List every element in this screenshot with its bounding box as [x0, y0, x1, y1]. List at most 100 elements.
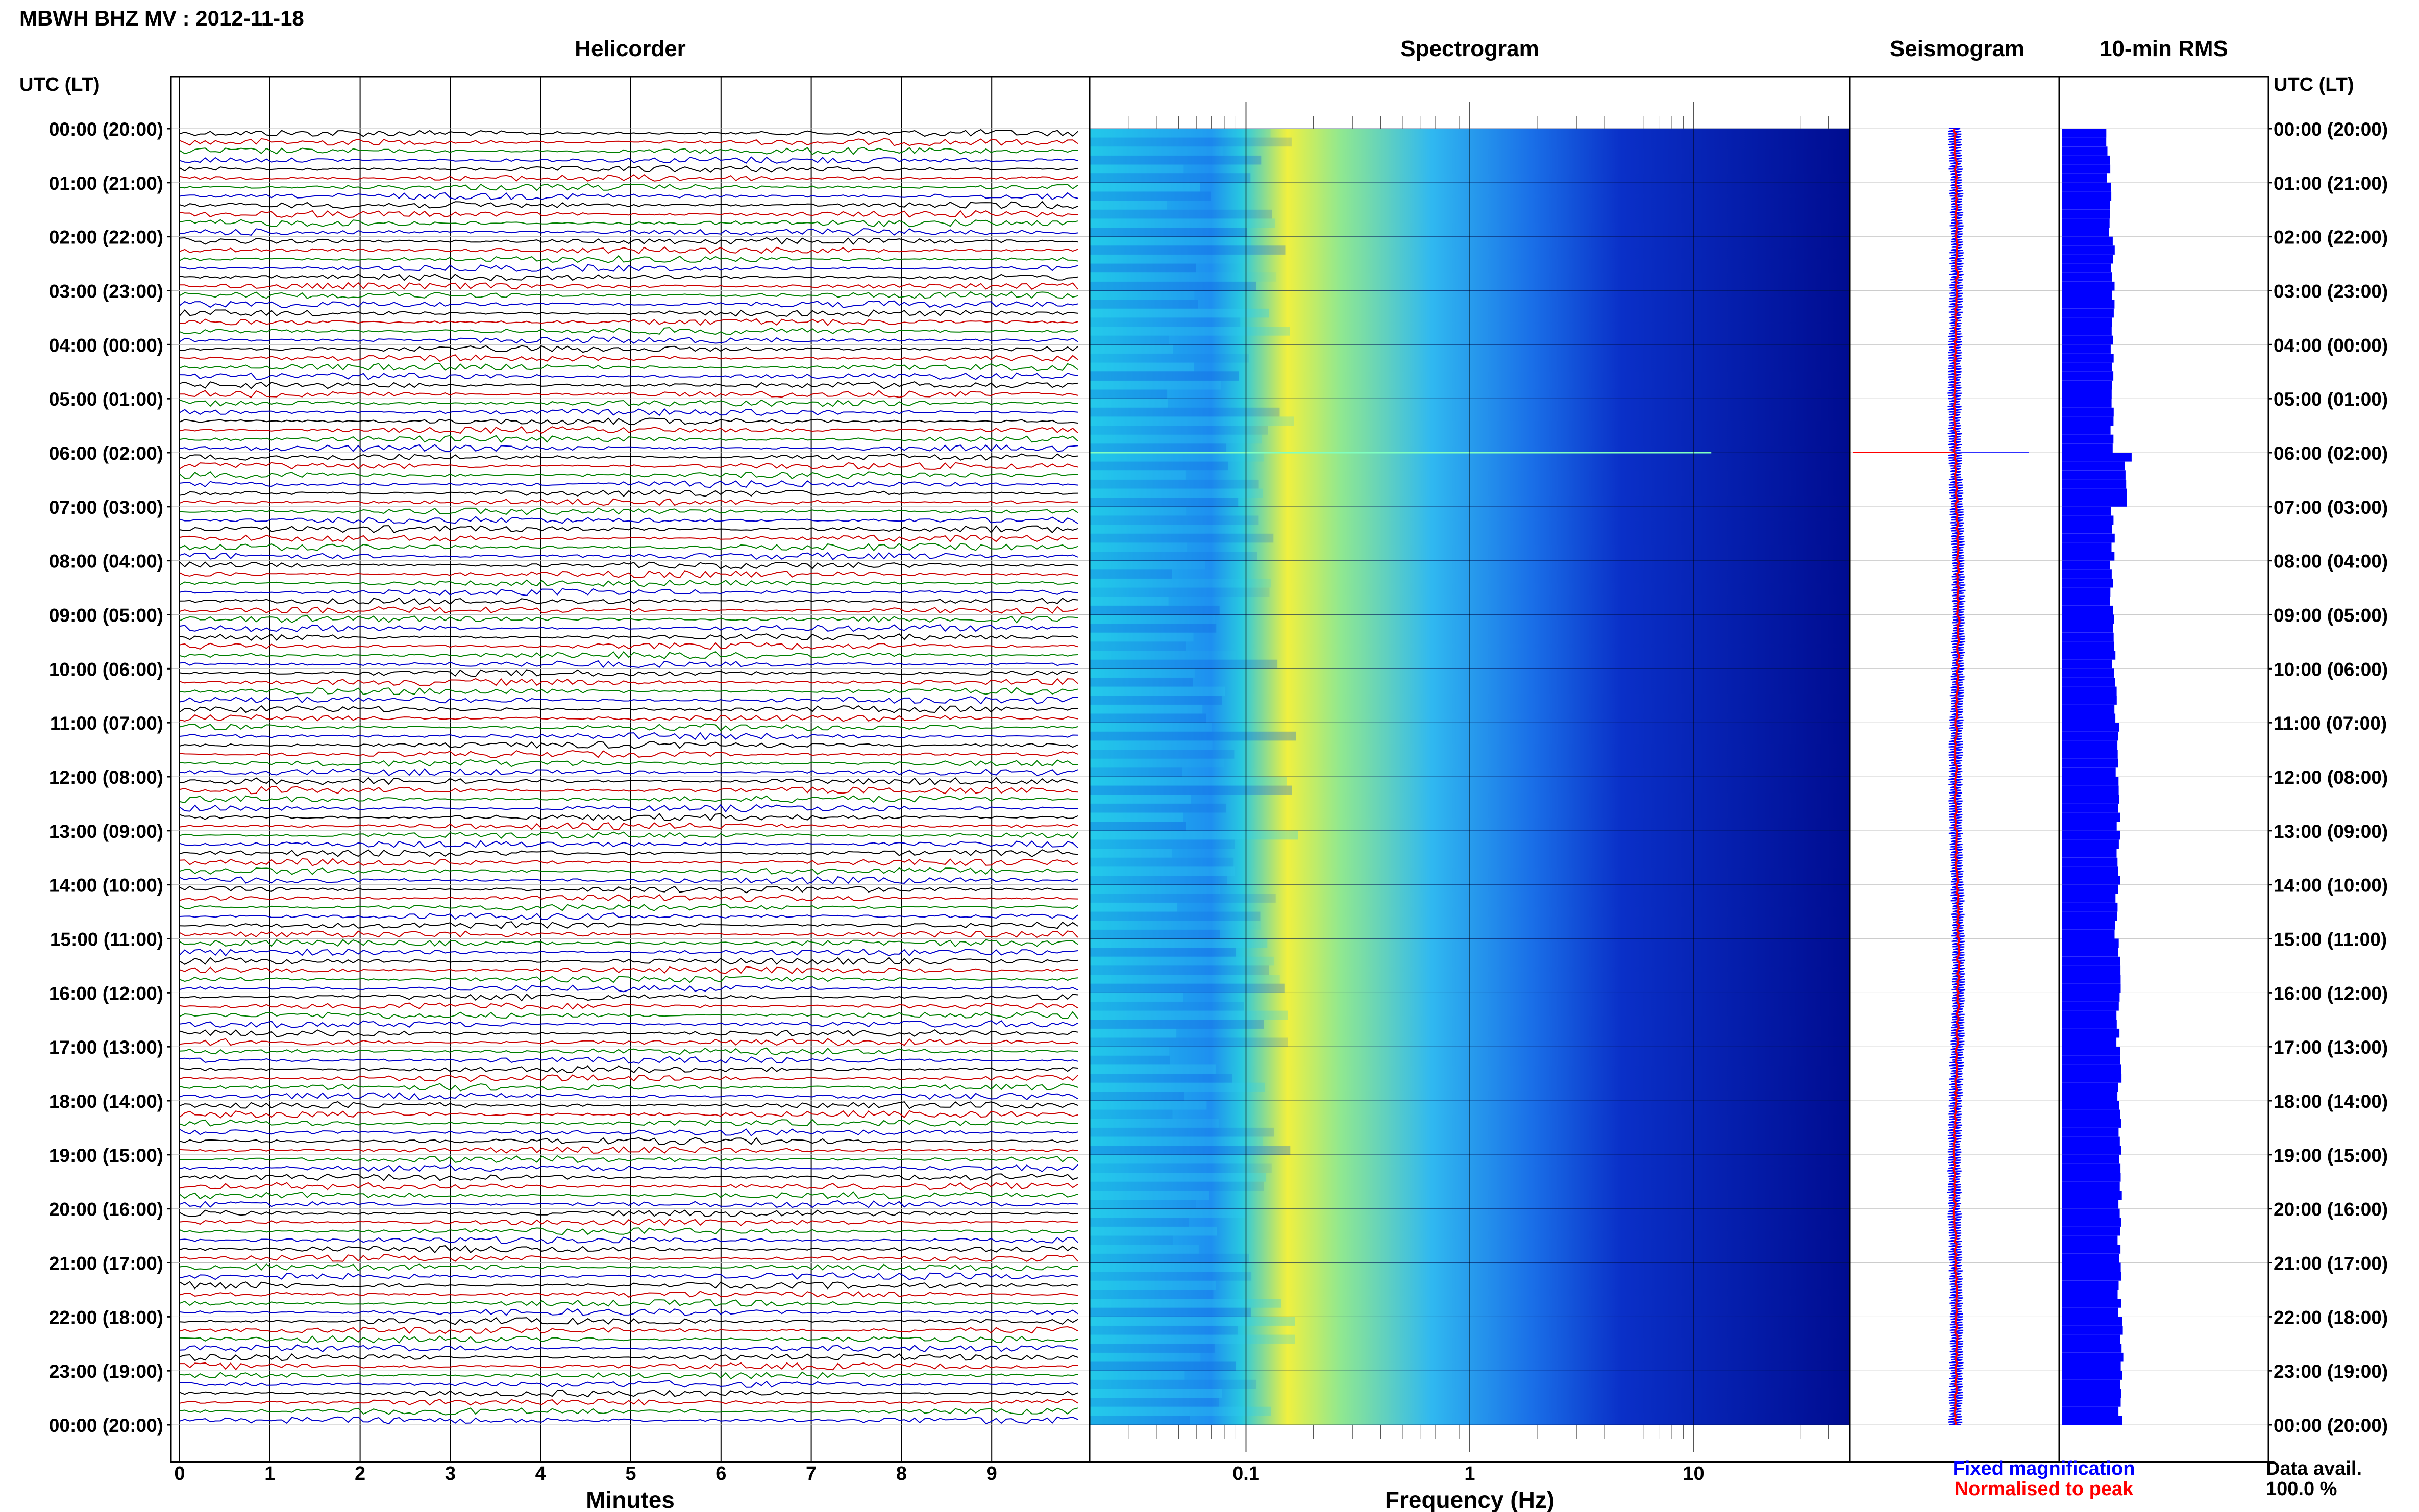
helicorder-trace	[179, 399, 1078, 407]
right-time-tick-label: 22:00 (18:00)	[2274, 1307, 2388, 1328]
left-time-tick-label: 20:00 (16:00)	[49, 1199, 163, 1220]
helicorder-trace	[179, 408, 1078, 416]
rms-bar	[2062, 866, 2118, 876]
helicorder-trace	[179, 588, 1078, 596]
spectrogram-band	[1090, 938, 1268, 948]
right-time-tick-label: 10:00 (06:00)	[2274, 659, 2388, 680]
rms-bar	[2062, 849, 2117, 858]
helicorder-trace	[179, 1399, 1078, 1406]
spectrogram-band	[1090, 1290, 1214, 1299]
helicorder-trace	[179, 1038, 1078, 1046]
rms-bar	[2062, 1361, 2121, 1371]
spectrogram-band	[1090, 587, 1270, 597]
helicorder-trace	[179, 1164, 1078, 1173]
helicorder-trace	[179, 759, 1078, 767]
rms-bar	[2062, 1092, 2118, 1101]
spectrogram-band	[1090, 191, 1211, 201]
rms-bar	[2062, 1218, 2121, 1227]
spectrogram-x-label: Frequency (Hz)	[1385, 1486, 1554, 1512]
spectrogram-band	[1090, 876, 1227, 885]
helicorder-trace	[179, 939, 1078, 948]
helicorder-trace	[179, 1236, 1078, 1244]
rms-bar	[2062, 1272, 2121, 1281]
rms-bar	[2062, 1191, 2122, 1200]
helicorder-trace	[179, 741, 1078, 749]
rms-bar	[2062, 686, 2117, 696]
spectrogram-band	[1090, 228, 1247, 237]
spectrogram-band	[1090, 1146, 1291, 1155]
rms-bar	[2062, 470, 2126, 480]
rms-bar	[2062, 380, 2112, 390]
rms-bar	[2062, 1245, 2121, 1254]
helicorder-title: Helicorder	[575, 36, 686, 61]
helicorder-trace	[179, 228, 1078, 236]
right-time-tick-label: 11:00 (07:00)	[2274, 713, 2387, 734]
helicorder-trace	[179, 660, 1078, 668]
spectrogram-band	[1090, 605, 1220, 615]
helicorder-trace	[179, 1101, 1078, 1109]
helicorder-trace	[179, 885, 1078, 894]
helicorder-trace	[179, 1416, 1078, 1425]
rms-bar	[2062, 515, 2114, 525]
left-time-tick-label: 05:00 (01:00)	[49, 389, 163, 410]
helicorder-trace	[179, 948, 1078, 957]
rms-bar	[2062, 894, 2116, 903]
spectrogram-band	[1090, 1371, 1185, 1380]
helicorder-trace	[179, 687, 1078, 696]
spectrogram-band	[1090, 1191, 1210, 1200]
rms-bar	[2062, 1280, 2119, 1290]
spectrogram-band	[1090, 479, 1259, 489]
helicorder-x-tick-label: 4	[535, 1463, 546, 1484]
spectrogram-band	[1090, 344, 1173, 354]
spectrogram-band	[1090, 407, 1280, 417]
spectrogram-band	[1090, 1344, 1215, 1353]
spectrogram-panel: 0.1 1 10	[1089, 102, 1850, 1484]
rms-bar	[2062, 552, 2115, 561]
helicorder-trace	[179, 840, 1078, 848]
helicorder-trace	[179, 1074, 1078, 1082]
rms-bar	[2062, 965, 2121, 975]
spectrogram-band	[1090, 1064, 1216, 1074]
rms-bar	[2062, 597, 2110, 606]
helicorder-trace	[179, 921, 1078, 929]
spectrogram-band	[1090, 894, 1276, 903]
spectrogram-band	[1090, 758, 1225, 768]
spectrogram-band	[1090, 1163, 1272, 1173]
helicorder-trace	[179, 651, 1078, 659]
helicorder-trace	[179, 1272, 1078, 1280]
spectrogram-band	[1090, 965, 1269, 975]
helicorder-trace	[179, 904, 1078, 911]
helicorder-trace	[179, 354, 1078, 362]
right-time-tick-label: 21:00 (17:00)	[2274, 1253, 2388, 1274]
spectrogram-band	[1090, 281, 1256, 291]
rms-bar	[2062, 479, 2127, 489]
rms-bar	[2062, 1317, 2122, 1326]
right-time-tick-label: 15:00 (11:00)	[2274, 929, 2387, 950]
helicorder-trace	[179, 984, 1078, 993]
helicorder-trace	[179, 480, 1078, 488]
helicorder-trace	[179, 561, 1078, 569]
left-time-tick-label: 17:00 (13:00)	[49, 1037, 163, 1058]
rms-bar	[2062, 750, 2118, 759]
rms-bar	[2062, 173, 2107, 183]
rms-bar	[2062, 209, 2110, 219]
spectrogram-band	[1090, 1317, 1295, 1326]
helicorder-trace	[179, 579, 1078, 587]
spectrogram-band	[1090, 1226, 1217, 1236]
rms-bar	[2062, 1344, 2122, 1353]
helicorder-x-label: Minutes	[586, 1486, 675, 1512]
rms-bar	[2062, 857, 2118, 867]
left-time-tick-label: 15:00 (11:00)	[50, 929, 163, 950]
rms-bar	[2062, 812, 2120, 822]
rms-bar	[2062, 1074, 2122, 1083]
rms-bar	[2062, 956, 2120, 966]
spectrogram-band	[1090, 389, 1168, 399]
helicorder-trace	[179, 498, 1078, 506]
rms-bar	[2062, 1307, 2118, 1317]
right-time-tick-label: 00:00 (20:00)	[2274, 119, 2388, 140]
helicorder-trace	[179, 183, 1078, 191]
helicorder-trace	[179, 1155, 1078, 1163]
rms-bar	[2062, 1037, 2117, 1047]
helicorder-trace	[179, 1182, 1078, 1191]
spectrogram-band	[1090, 380, 1221, 390]
